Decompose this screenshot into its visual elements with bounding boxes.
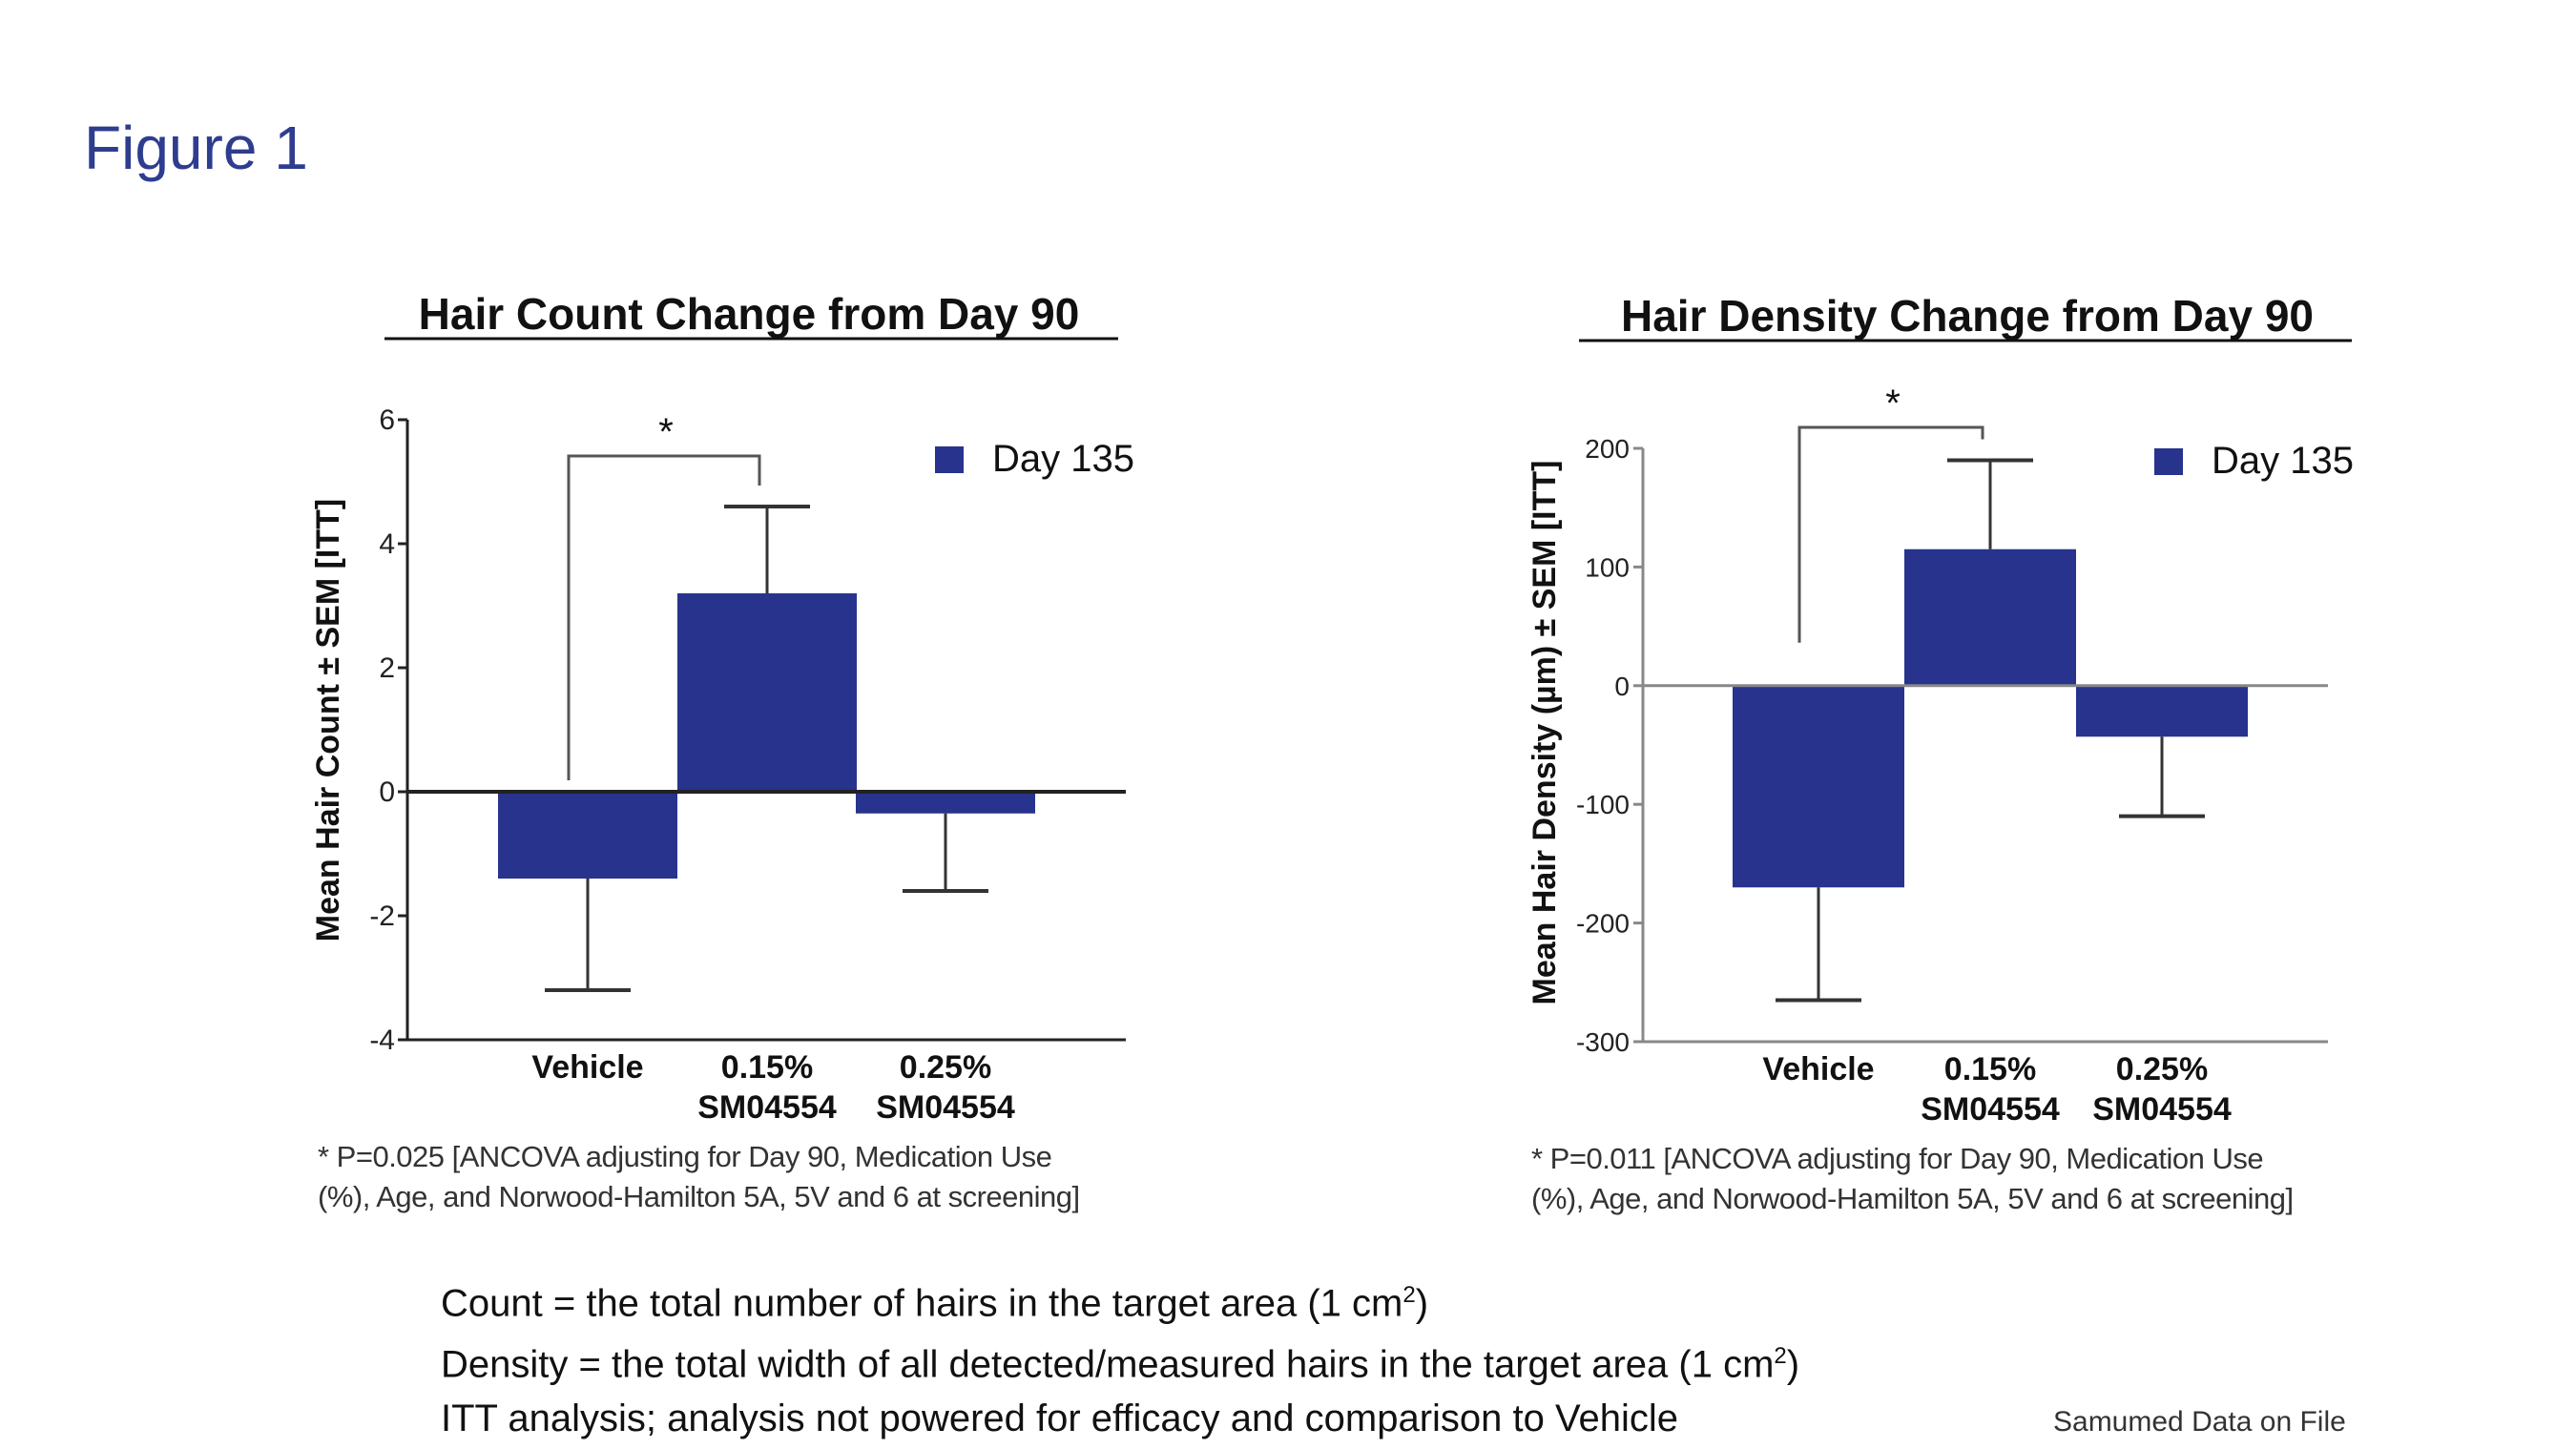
significance-marker: * — [1885, 383, 1901, 424]
itt-note: ITT analysis; analysis not powered for e… — [441, 1397, 1678, 1439]
x-category-label: 0.25% — [2116, 1051, 2208, 1087]
x-category-label: SM04554 — [2092, 1091, 2232, 1128]
y-tick-label: 6 — [379, 404, 395, 436]
y-tick-label: 100 — [1585, 552, 1630, 582]
y-tick-label: -100 — [1576, 790, 1630, 819]
bar — [1733, 685, 1904, 888]
bar — [2076, 685, 2248, 737]
y-tick-label: -200 — [1576, 909, 1630, 939]
significance-bracket — [1797, 425, 1984, 643]
legend-label: Day 135 — [992, 438, 1134, 480]
density-definition: Density = the total width of all detecte… — [441, 1343, 1800, 1386]
source-note: Samumed Data on File — [2053, 1406, 2346, 1438]
hair-count-chart: Hair Count Change from Day 90 6 4 2 0 -2 -4 Mea… — [310, 289, 1134, 1126]
bar — [498, 792, 677, 879]
count-definition: Count = the total number of hairs in the… — [441, 1282, 1429, 1325]
y-tick-label: 0 — [379, 776, 395, 808]
hair-density-footnote: * P=0.011 [ANCOVA adjusting for Day 90, … — [1531, 1139, 2294, 1219]
y-axis-label: Mean Hair Density (µm) ± SEM [ITT] — [1527, 461, 1563, 1005]
x-category-label: Vehicle — [1762, 1051, 1874, 1087]
significance-bracket — [567, 454, 761, 780]
bar — [856, 792, 1035, 814]
definitions-block: Count = the total number of hairs in the… — [441, 1269, 1799, 1445]
significance-marker: * — [658, 411, 674, 453]
x-category-label: 0.15% — [1944, 1051, 2036, 1087]
footnote-line: * P=0.025 [ANCOVA adjusting for Day 90, … — [318, 1140, 1052, 1173]
y-tick-label: 200 — [1585, 434, 1630, 464]
x-category-label: SM04554 — [876, 1089, 1015, 1126]
hair-density-chart: Hair Density Change from Day 90 200 100 0 -1… — [1527, 291, 2354, 1128]
y-tick-label: 4 — [379, 528, 395, 560]
x-category-label: 0.15% — [721, 1049, 813, 1086]
x-category-label: Vehicle — [531, 1049, 643, 1086]
figure-title: Figure 1 — [84, 114, 308, 182]
y-tick-label: 0 — [1614, 672, 1630, 701]
bar — [677, 593, 857, 792]
x-category-label: 0.25% — [900, 1049, 991, 1086]
footnote-line: (%), Age, and Norwood-Hamilton 5A, 5V an… — [318, 1180, 1080, 1213]
footnote-line: (%), Age, and Norwood-Hamilton 5A, 5V an… — [1531, 1182, 2294, 1215]
x-category-label: SM04554 — [1921, 1091, 2060, 1128]
x-category-label: SM04554 — [697, 1089, 837, 1126]
y-tick-label: -2 — [369, 900, 395, 932]
y-tick-label: -300 — [1576, 1027, 1630, 1057]
y-tick-label: -4 — [369, 1025, 395, 1056]
hair-count-footnote: * P=0.025 [ANCOVA adjusting for Day 90, … — [318, 1137, 1080, 1217]
footnote-line: * P=0.011 [ANCOVA adjusting for Day 90, … — [1531, 1142, 2264, 1175]
legend-label: Day 135 — [2212, 440, 2354, 482]
y-axis-label: Mean Hair Count ± SEM [ITT] — [310, 499, 346, 942]
legend-swatch — [2154, 448, 2183, 475]
y-tick-label: 2 — [379, 652, 395, 684]
chart-title: Hair Count Change from Day 90 — [419, 289, 1080, 339]
chart-title: Hair Density Change from Day 90 — [1621, 291, 2314, 341]
legend-swatch — [935, 446, 964, 473]
bar — [1904, 549, 2076, 686]
